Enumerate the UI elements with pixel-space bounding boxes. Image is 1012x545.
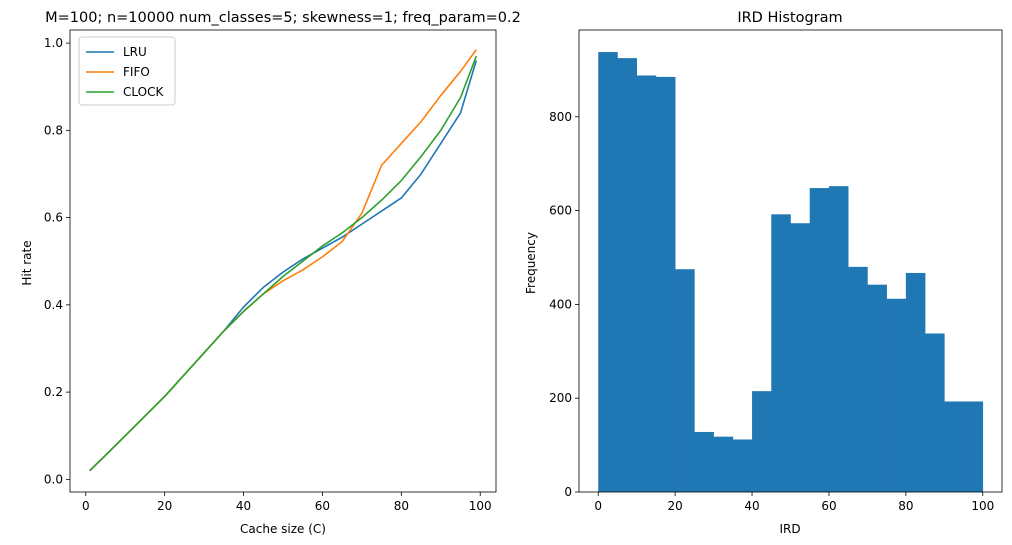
histogram-bar — [944, 401, 964, 492]
histogram-bar — [848, 266, 868, 492]
line-chart-plot-area: 0 20 40 60 80 100 0.0 0.2 0.4 0.6 0.8 1.0 LRU FIFO CLO… — [44, 29, 497, 513]
histogram-bar — [963, 401, 984, 492]
histogram-bar — [713, 436, 734, 492]
histogram-title: IRD Histogram — [737, 10, 842, 26]
series-line-clock — [89, 55, 478, 472]
histogram-bar — [867, 284, 887, 492]
line-chart-ytick-label: 1.0 — [44, 36, 63, 50]
histogram-ytick-label: 400 — [549, 297, 572, 311]
histogram-bar — [790, 223, 811, 493]
histogram-xlabel: IRD — [779, 522, 800, 536]
histogram-bar — [694, 431, 714, 492]
histogram-bar — [675, 269, 695, 492]
line-chart-ytick-label: 0.6 — [44, 211, 63, 225]
histogram-bar — [886, 298, 907, 492]
line-chart-xtick-label: 20 — [157, 499, 172, 513]
histogram-bar — [905, 272, 926, 492]
line-chart-xlabel: Cache size (C) — [240, 522, 326, 536]
line-chart-ytick-label: 0.0 — [44, 472, 63, 486]
histogram-bar — [771, 214, 791, 492]
histogram-bar — [752, 391, 772, 492]
legend-label-clock: CLOCK — [123, 85, 164, 99]
line-chart-panel: M=100; n=10000 num_classes=5; skewness=1… — [20, 10, 521, 536]
histogram-ytick-label: 800 — [549, 110, 572, 124]
histogram-bar — [598, 52, 618, 492]
line-chart-ylabel: Hit rate — [20, 240, 34, 285]
histogram-xtick-label: 20 — [667, 499, 682, 513]
histogram-xtick-label: 80 — [898, 499, 913, 513]
histogram-ylabel: Frequency — [524, 232, 538, 294]
histogram-xtick-label: 100 — [971, 499, 994, 513]
histogram-xtick-label: 60 — [821, 499, 836, 513]
histogram-xtick-label: 40 — [744, 499, 759, 513]
line-chart-frame — [69, 29, 497, 493]
line-chart-xtick-label: 40 — [236, 499, 251, 513]
line-chart-title: M=100; n=10000 num_classes=5; skewness=1… — [45, 10, 521, 26]
histogram-bar — [655, 76, 676, 493]
histogram-panel: IRD Histogram 0 20 40 60 80 1000200400600800 … — [524, 10, 1003, 536]
histogram-bar — [617, 58, 637, 492]
histogram-bar — [636, 75, 657, 492]
line-chart-ytick-label: 0.2 — [44, 385, 63, 399]
histogram-ytick-label: 600 — [549, 204, 572, 218]
histogram-plot-area: 0 20 40 60 80 100 0 200 400 600 800 — [549, 29, 1003, 513]
histogram-ytick-label: 0 — [564, 485, 572, 499]
histogram-ytick-label: 200 — [549, 391, 572, 405]
line-chart-legend: LRU FIFO CLOCK — [78, 36, 176, 106]
histogram-bar — [809, 188, 830, 492]
histogram-bar — [828, 186, 849, 492]
line-chart-xtick-label: 60 — [315, 499, 330, 513]
histogram-frame — [578, 29, 1003, 493]
histogram-xtick-label: 0 — [594, 499, 602, 513]
legend-box — [78, 36, 176, 106]
line-chart-ytick-label: 0.4 — [44, 298, 63, 312]
series-line-fifo — [89, 49, 477, 472]
histogram-bar — [925, 333, 945, 492]
line-chart-xtick-label: 100 — [469, 499, 492, 513]
line-chart-ytick-label: 0.8 — [44, 123, 63, 137]
line-chart-xtick-label: 80 — [394, 499, 409, 513]
legend-label-fifo: FIFO — [123, 65, 150, 79]
series-line-lru — [89, 60, 478, 472]
line-chart-xtick-label: 0 — [82, 499, 90, 513]
legend-label-lru: LRU — [123, 45, 147, 59]
histogram-bar — [732, 439, 753, 492]
